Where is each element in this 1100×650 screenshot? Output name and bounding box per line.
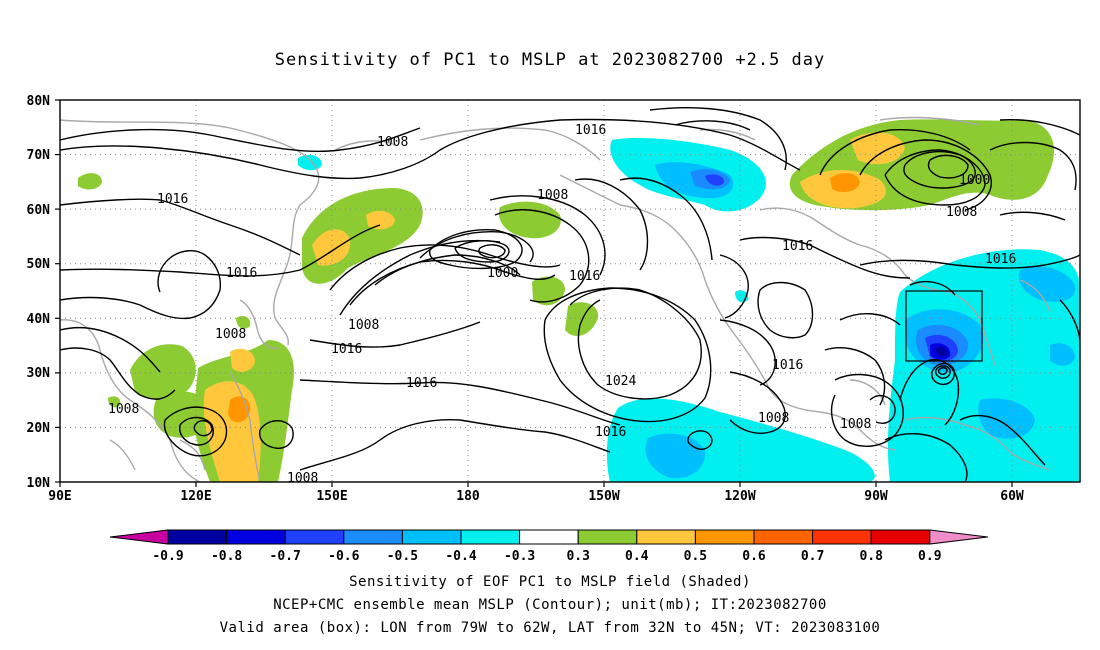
colorbar-label: -0.9 (152, 549, 183, 564)
contour-label: 1000 (487, 266, 518, 281)
colorbar-swatch (284, 529, 345, 545)
lat-label: 80N (27, 94, 51, 109)
colorbar-low-end (109, 529, 169, 545)
coastlines (60, 116, 1051, 482)
colorbar-high-end (929, 529, 988, 545)
contour-label: 1008 (215, 327, 246, 342)
map-plot-area: 1008 1016 1016 1016 1008 1008 1000 1016 … (60, 100, 1080, 486)
lat-label: 60N (27, 203, 51, 218)
contour-label: 1016 (595, 425, 626, 440)
colorbar-swatch (636, 529, 696, 545)
latitude-labels: 80N 70N 60N 50N 40N 30N 20N 10N (27, 94, 51, 491)
colorbar-label: 0.6 (742, 549, 766, 564)
caption-line-3: Valid area (box): LON from 79W to 62W, L… (219, 620, 881, 636)
colorbar-swatch (401, 529, 462, 545)
colorbar-swatch (753, 529, 814, 545)
colorbar-swatch (577, 529, 638, 545)
colorbar-swatch (870, 529, 931, 545)
caption-line-1: Sensitivity of EOF PC1 to MSLP field (Sh… (349, 574, 751, 590)
caption-line-2: NCEP+CMC ensemble mean MSLP (Contour); u… (273, 597, 827, 613)
contour-label: 1000 (959, 173, 990, 188)
map-title: Sensitivity of PC1 to MSLP at 2023082700… (274, 50, 826, 70)
contour-label: 1008 (377, 135, 408, 150)
valid-area-box (905, 290, 983, 362)
lon-label: 150W (588, 489, 619, 504)
lon-label: 120W (724, 489, 755, 504)
lon-label: 60W (1000, 489, 1024, 504)
axis-ticks (55, 99, 1013, 487)
mslp-contours (60, 107, 1080, 482)
colorbar-label: -0.7 (270, 549, 301, 564)
contour-label: 1008 (287, 471, 318, 486)
contour-label: 1008 (758, 411, 789, 426)
lon-label: 120E (180, 489, 211, 504)
map-frame (59, 99, 1081, 483)
colorbar-label: -0.4 (445, 549, 476, 564)
lat-label: 40N (27, 312, 51, 327)
contour-label: 1016 (226, 266, 257, 281)
contour-label: 1008 (840, 417, 871, 432)
colorbar-label: -0.5 (387, 549, 418, 564)
colorbar: -0.9 -0.8 -0.7 -0.6 -0.5 -0.4 -0.3 0.3 0.4 0.5 0.6… (109, 529, 988, 564)
colorbar-label: 0.8 (859, 549, 883, 564)
contour-label: 1016 (772, 358, 803, 373)
colorbar-swatch (812, 529, 872, 545)
contour-label: 1024 (605, 374, 636, 389)
lat-label: 20N (27, 421, 51, 436)
contour-label: 1016 (782, 239, 813, 254)
lon-label: 150E (316, 489, 347, 504)
contour-label: 1016 (331, 342, 362, 357)
colorbar-label: -0.6 (328, 549, 359, 564)
contour-label: 1008 (537, 188, 568, 203)
colorbar-swatch (519, 529, 579, 545)
colorbar-label: -0.3 (504, 549, 535, 564)
colorbar-swatch (694, 529, 755, 545)
colorbar-label: -0.8 (211, 549, 242, 564)
contour-label: 1016 (575, 123, 606, 138)
contour-label-layer: 1008 1016 1016 1016 1008 1008 1000 1016 … (108, 123, 1016, 486)
colorbar-label: 0.4 (625, 549, 649, 564)
colorbar-swatch (343, 529, 403, 545)
lat-label: 10N (27, 476, 51, 491)
positive-sensitivity-shading (78, 119, 1055, 482)
lon-label: 180 (456, 489, 480, 504)
lat-label: 30N (27, 366, 51, 381)
lat-label: 70N (27, 148, 51, 163)
lat-label: 50N (27, 257, 51, 272)
colorbar-label: 0.5 (684, 549, 707, 564)
colorbar-swatch (226, 529, 286, 545)
colorbar-label: 0.3 (566, 549, 589, 564)
contour-label: 1008 (348, 318, 379, 333)
lon-label: 90W (864, 489, 888, 504)
lon-label: 90E (48, 489, 71, 504)
contour-label: 1008 (946, 205, 977, 220)
contour-label: 1008 (108, 402, 139, 417)
contour-label: 1016 (569, 269, 600, 284)
colorbar-swatch (460, 529, 521, 545)
colorbar-swatch (167, 529, 228, 545)
contour-label: 1016 (985, 252, 1016, 267)
colorbar-label: 0.7 (801, 549, 824, 564)
colorbar-label: 0.9 (918, 549, 941, 564)
negative-sensitivity-shading (298, 138, 1080, 482)
longitude-labels: 90E 120E 150E 180 150W 120W 90W 60W (48, 489, 1024, 504)
contour-label: 1016 (406, 376, 437, 391)
contour-label: 1016 (157, 192, 188, 207)
